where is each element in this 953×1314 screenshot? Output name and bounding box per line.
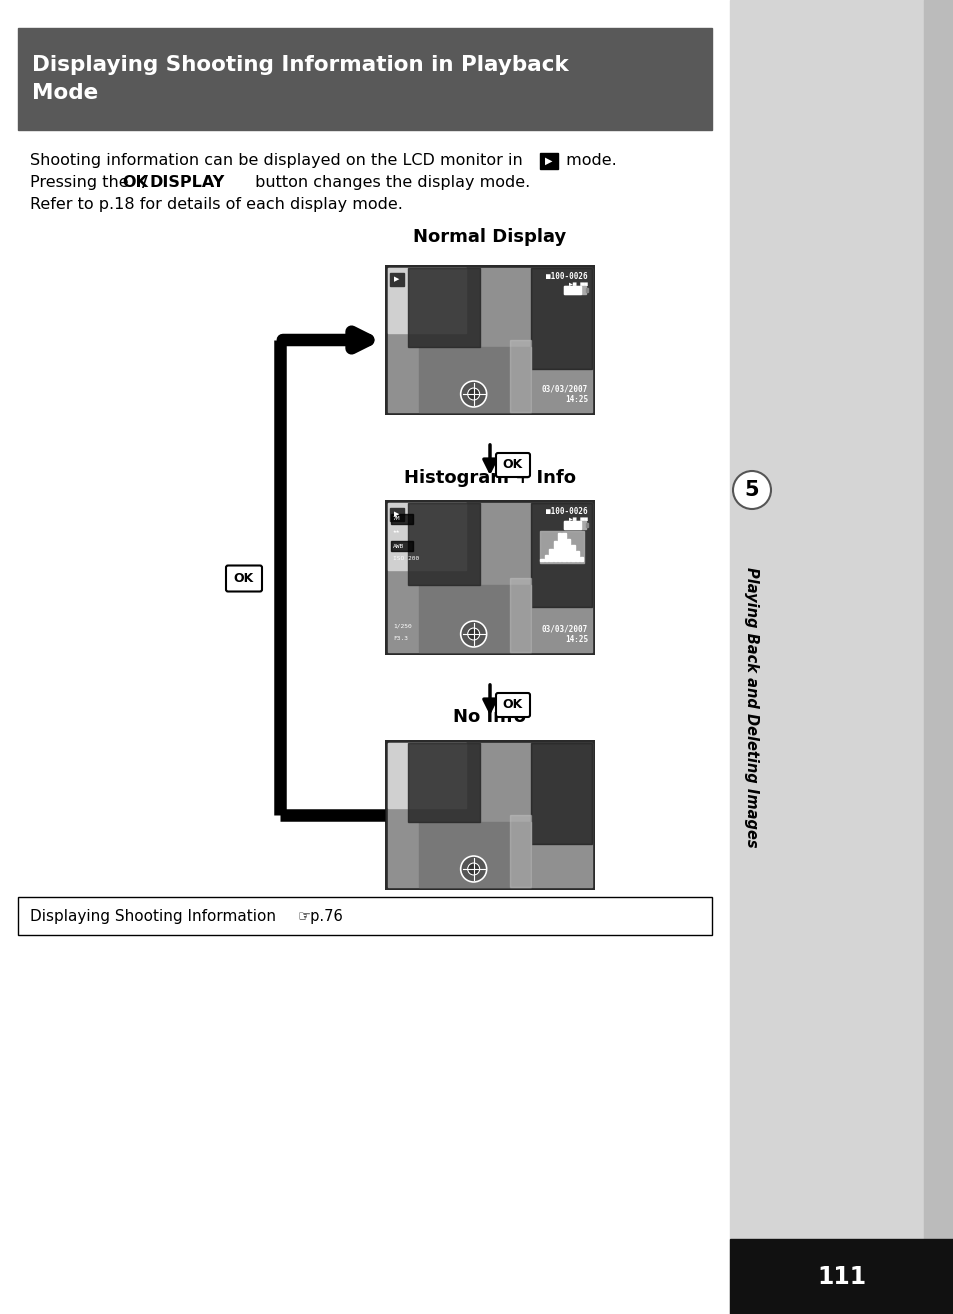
- Bar: [563, 520, 580, 530]
- Text: Displaying Shooting Information: Displaying Shooting Information: [30, 908, 286, 924]
- FancyBboxPatch shape: [496, 453, 530, 477]
- Text: Shooting information can be displayed on the LCD monitor in: Shooting information can be displayed on…: [30, 152, 522, 168]
- Bar: [729, 1239, 953, 1314]
- Text: ★★: ★★: [393, 530, 400, 535]
- Bar: [408, 503, 479, 585]
- Bar: [510, 577, 530, 652]
- Circle shape: [460, 622, 486, 646]
- Text: F3.3: F3.3: [393, 636, 408, 640]
- Bar: [388, 503, 465, 570]
- FancyBboxPatch shape: [226, 565, 262, 591]
- Bar: [553, 541, 557, 561]
- Bar: [408, 742, 479, 823]
- Bar: [575, 551, 578, 561]
- Text: ▶■ ■■: ▶■ ■■: [569, 516, 587, 522]
- Bar: [510, 340, 530, 413]
- Bar: [388, 742, 592, 887]
- Bar: [729, 0, 953, 1314]
- Text: 5: 5: [744, 480, 759, 501]
- Circle shape: [467, 388, 479, 399]
- Bar: [539, 152, 558, 170]
- Bar: [562, 533, 565, 561]
- Text: AWB: AWB: [393, 544, 404, 548]
- Text: Refer to p.18 for details of each display mode.: Refer to p.18 for details of each displa…: [30, 197, 402, 212]
- Circle shape: [732, 470, 770, 509]
- Bar: [388, 268, 592, 413]
- Text: 03/03/2007: 03/03/2007: [541, 385, 587, 394]
- Bar: [563, 286, 585, 294]
- Bar: [390, 509, 403, 520]
- Text: ISO 200: ISO 200: [393, 557, 418, 561]
- Text: ■100-0026: ■100-0026: [546, 272, 587, 281]
- Bar: [388, 742, 465, 808]
- Text: No Info: No Info: [453, 708, 526, 727]
- Bar: [391, 514, 413, 524]
- Bar: [385, 265, 595, 415]
- Text: OK: OK: [233, 572, 253, 585]
- Bar: [585, 523, 587, 527]
- FancyBboxPatch shape: [496, 692, 530, 717]
- Bar: [923, 0, 953, 1314]
- Bar: [540, 558, 543, 561]
- Text: OK: OK: [502, 699, 522, 711]
- Bar: [388, 503, 592, 652]
- Text: Displaying Shooting Information in Playback
Mode: Displaying Shooting Information in Playb…: [32, 55, 568, 102]
- Text: ▶■ ■■: ▶■ ■■: [569, 283, 587, 286]
- Text: ☞p.76: ☞p.76: [297, 908, 343, 924]
- Bar: [563, 520, 585, 530]
- Text: Normal Display: Normal Display: [413, 229, 566, 246]
- Text: DISPLAY: DISPLAY: [150, 175, 225, 191]
- Bar: [418, 347, 530, 413]
- Text: 14:25: 14:25: [564, 396, 587, 403]
- Bar: [549, 549, 552, 561]
- Text: 03/03/2007: 03/03/2007: [541, 625, 587, 633]
- Text: 7M: 7M: [393, 516, 400, 522]
- Bar: [391, 541, 413, 551]
- Bar: [566, 539, 570, 561]
- Bar: [558, 533, 561, 561]
- Text: Pressing the: Pressing the: [30, 175, 133, 191]
- Bar: [18, 28, 711, 130]
- Text: Histogram + Info: Histogram + Info: [403, 469, 576, 487]
- Circle shape: [467, 628, 479, 640]
- Text: OK: OK: [502, 459, 522, 472]
- Text: Playing Back and Deleting Images: Playing Back and Deleting Images: [743, 566, 759, 848]
- Bar: [385, 740, 595, 890]
- Bar: [418, 823, 530, 887]
- Bar: [579, 557, 583, 561]
- Text: ▶: ▶: [394, 276, 399, 283]
- Bar: [18, 897, 711, 936]
- Circle shape: [467, 863, 479, 875]
- Circle shape: [460, 855, 486, 882]
- Text: 111: 111: [817, 1265, 865, 1289]
- Bar: [408, 268, 479, 347]
- Bar: [388, 268, 465, 332]
- Text: OK: OK: [122, 175, 148, 191]
- Text: ▶: ▶: [545, 156, 552, 166]
- Bar: [571, 545, 574, 561]
- Bar: [539, 531, 583, 562]
- Bar: [530, 503, 592, 607]
- Text: 1/250: 1/250: [393, 624, 412, 628]
- Text: button changes the display mode.: button changes the display mode.: [250, 175, 530, 191]
- Bar: [418, 585, 530, 652]
- Text: /: /: [142, 175, 148, 191]
- Circle shape: [460, 381, 486, 407]
- Bar: [510, 815, 530, 887]
- Bar: [530, 268, 592, 369]
- Bar: [530, 742, 592, 844]
- Bar: [544, 555, 548, 561]
- Bar: [390, 273, 403, 286]
- Bar: [585, 288, 587, 292]
- Text: ■100-0026: ■100-0026: [546, 507, 587, 516]
- Bar: [385, 501, 595, 654]
- Bar: [563, 286, 580, 294]
- Text: mode.: mode.: [560, 152, 616, 168]
- Text: 14:25: 14:25: [564, 635, 587, 644]
- Text: ▶: ▶: [394, 511, 399, 516]
